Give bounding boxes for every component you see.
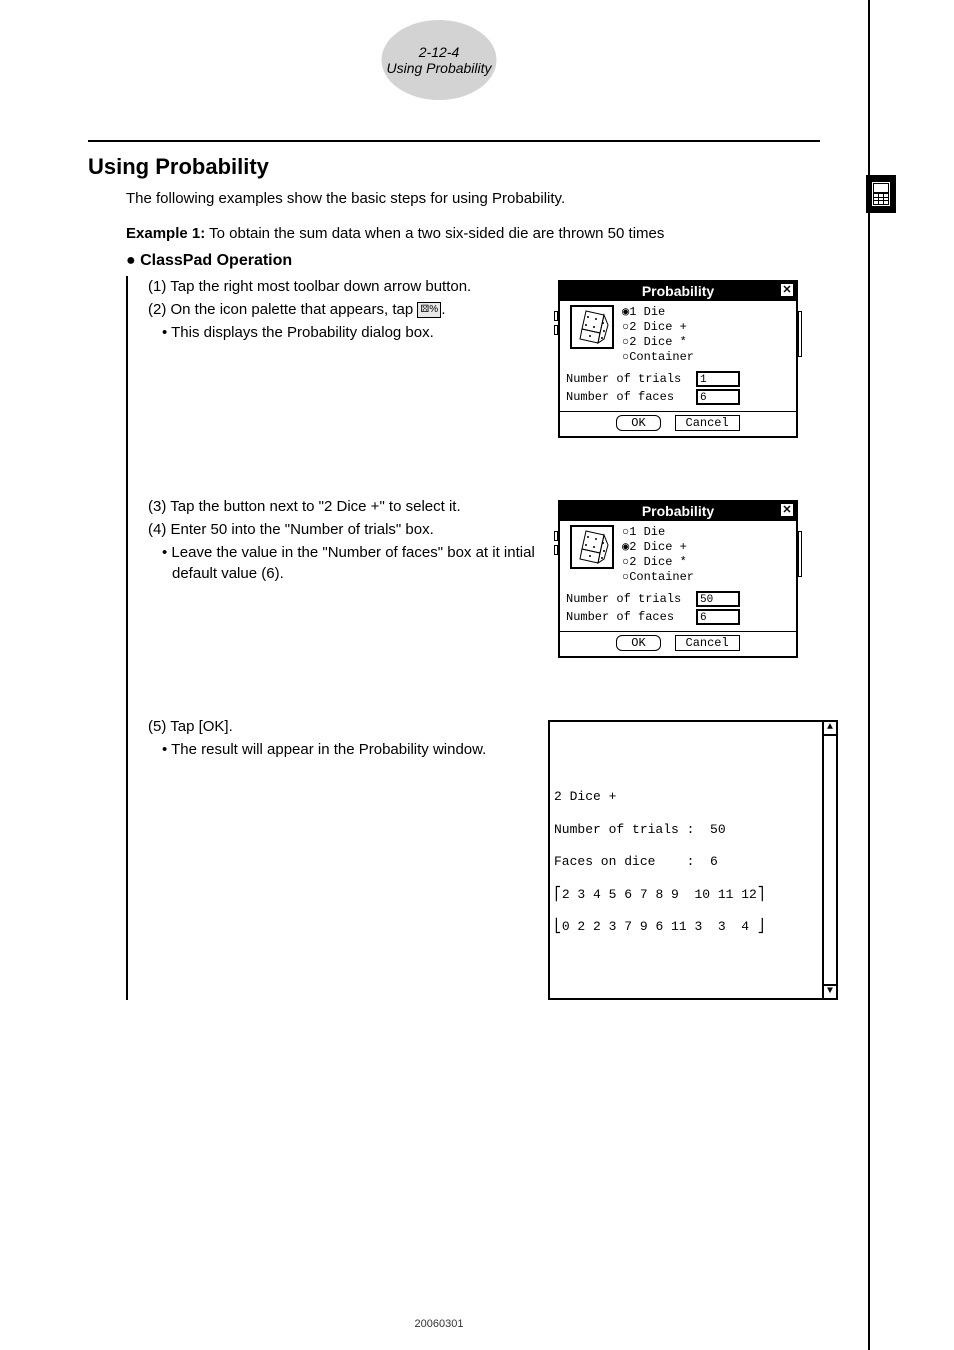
faces-label: Number of faces [566,390,696,404]
close-icon[interactable]: ✕ [780,283,794,297]
radio-2-dice-mult[interactable]: ○2 Dice * [622,335,694,350]
result-line1: 2 Dice + [554,789,832,805]
result-line2: Number of trials : 50 [554,822,832,838]
step-5-bullet: • The result will appear in the Probabil… [148,739,538,760]
rule [88,140,820,142]
result-window: ▲ ▼ 2 Dice + Number of trials : 50 Faces… [548,720,838,1000]
result-matrix-row2: ⎣0 2 2 3 7 9 6 11 3 3 4 ⎦ [554,919,832,935]
content: Using Probability The following examples… [10,0,868,1000]
step-4: (4) Enter 50 into the "Number of trials"… [148,519,548,540]
trials-label: Number of trials [566,592,696,606]
scrollbar[interactable] [822,736,838,984]
step-4-bullet: • Leave the value in the "Number of face… [148,542,548,584]
ok-button[interactable]: OK [616,635,660,651]
faces-input[interactable]: 6 [696,389,740,405]
calculator-icon [866,175,896,213]
result-matrix-row1: ⎡2 3 4 5 6 7 8 9 10 11 12⎤ [554,887,832,903]
step-3: (3) Tap the button next to "2 Dice +" to… [148,496,548,517]
scroll-up-icon[interactable]: ▲ [822,720,838,736]
probability-dialog-1: Probability ✕ [558,280,798,438]
dialog-title: Probability [642,503,714,519]
trials-input[interactable]: 50 [696,591,740,607]
page: 2-12-4 Using Probability Using Probabili… [10,0,870,1350]
faces-label: Number of faces [566,610,696,624]
probability-dialog-2: Probability ✕ [558,500,798,658]
dice-icon [570,525,614,569]
example-label: Example 1: [126,225,205,242]
step-2: (2) On the icon palette that appears, ta… [148,299,548,320]
intro-text: The following examples show the basic st… [126,190,838,207]
result-line3: Faces on dice : 6 [554,854,832,870]
page-title: Using Probability [88,154,838,180]
ok-button[interactable]: OK [616,415,660,431]
radio-2-dice-plus[interactable]: ○2 Dice + [622,320,694,335]
dice-icon [570,305,614,349]
dialog-titlebar: Probability ✕ [560,282,796,300]
step-5: (5) Tap [OK]. [148,716,538,737]
radio-1-die[interactable]: ○1 Die [622,525,694,540]
example-line: Example 1: To obtain the sum data when a… [126,225,838,242]
steps-block: (1) Tap the right most toolbar down arro… [126,276,838,1000]
radio-options: ◉1 Die ○2 Dice + ○2 Dice * ○Container [622,305,694,365]
page-reference: 2-12-4 [419,44,459,60]
header-badge: 2-12-4 Using Probability [382,20,497,100]
scroll-down-icon[interactable]: ▼ [822,984,838,1000]
trials-label: Number of trials [566,372,696,386]
header-section: Using Probability [386,60,491,76]
cancel-button[interactable]: Cancel [675,635,740,651]
step-1: (1) Tap the right most toolbar down arro… [148,276,548,297]
faces-input[interactable]: 6 [696,609,740,625]
close-icon[interactable]: ✕ [780,503,794,517]
cancel-button[interactable]: Cancel [675,415,740,431]
radio-2-dice-plus[interactable]: ◉2 Dice + [622,540,694,555]
footer-date: 20060301 [10,1318,868,1330]
dialog-titlebar: Probability ✕ [560,502,796,520]
operation-heading: ● ClassPad Operation [126,252,838,270]
step-2-bullet: • This displays the Probability dialog b… [148,322,548,343]
radio-container[interactable]: ○Container [622,350,694,365]
dialog-title: Probability [642,283,714,299]
radio-container[interactable]: ○Container [622,570,694,585]
radio-2-dice-mult[interactable]: ○2 Dice * [622,555,694,570]
radio-1-die[interactable]: ◉1 Die [622,305,694,320]
radio-options: ○1 Die ◉2 Dice + ○2 Dice * ○Container [622,525,694,585]
example-text: To obtain the sum data when a two six-si… [209,225,664,242]
probability-icon: ⚄% [417,302,441,318]
trials-input[interactable]: 1 [696,371,740,387]
